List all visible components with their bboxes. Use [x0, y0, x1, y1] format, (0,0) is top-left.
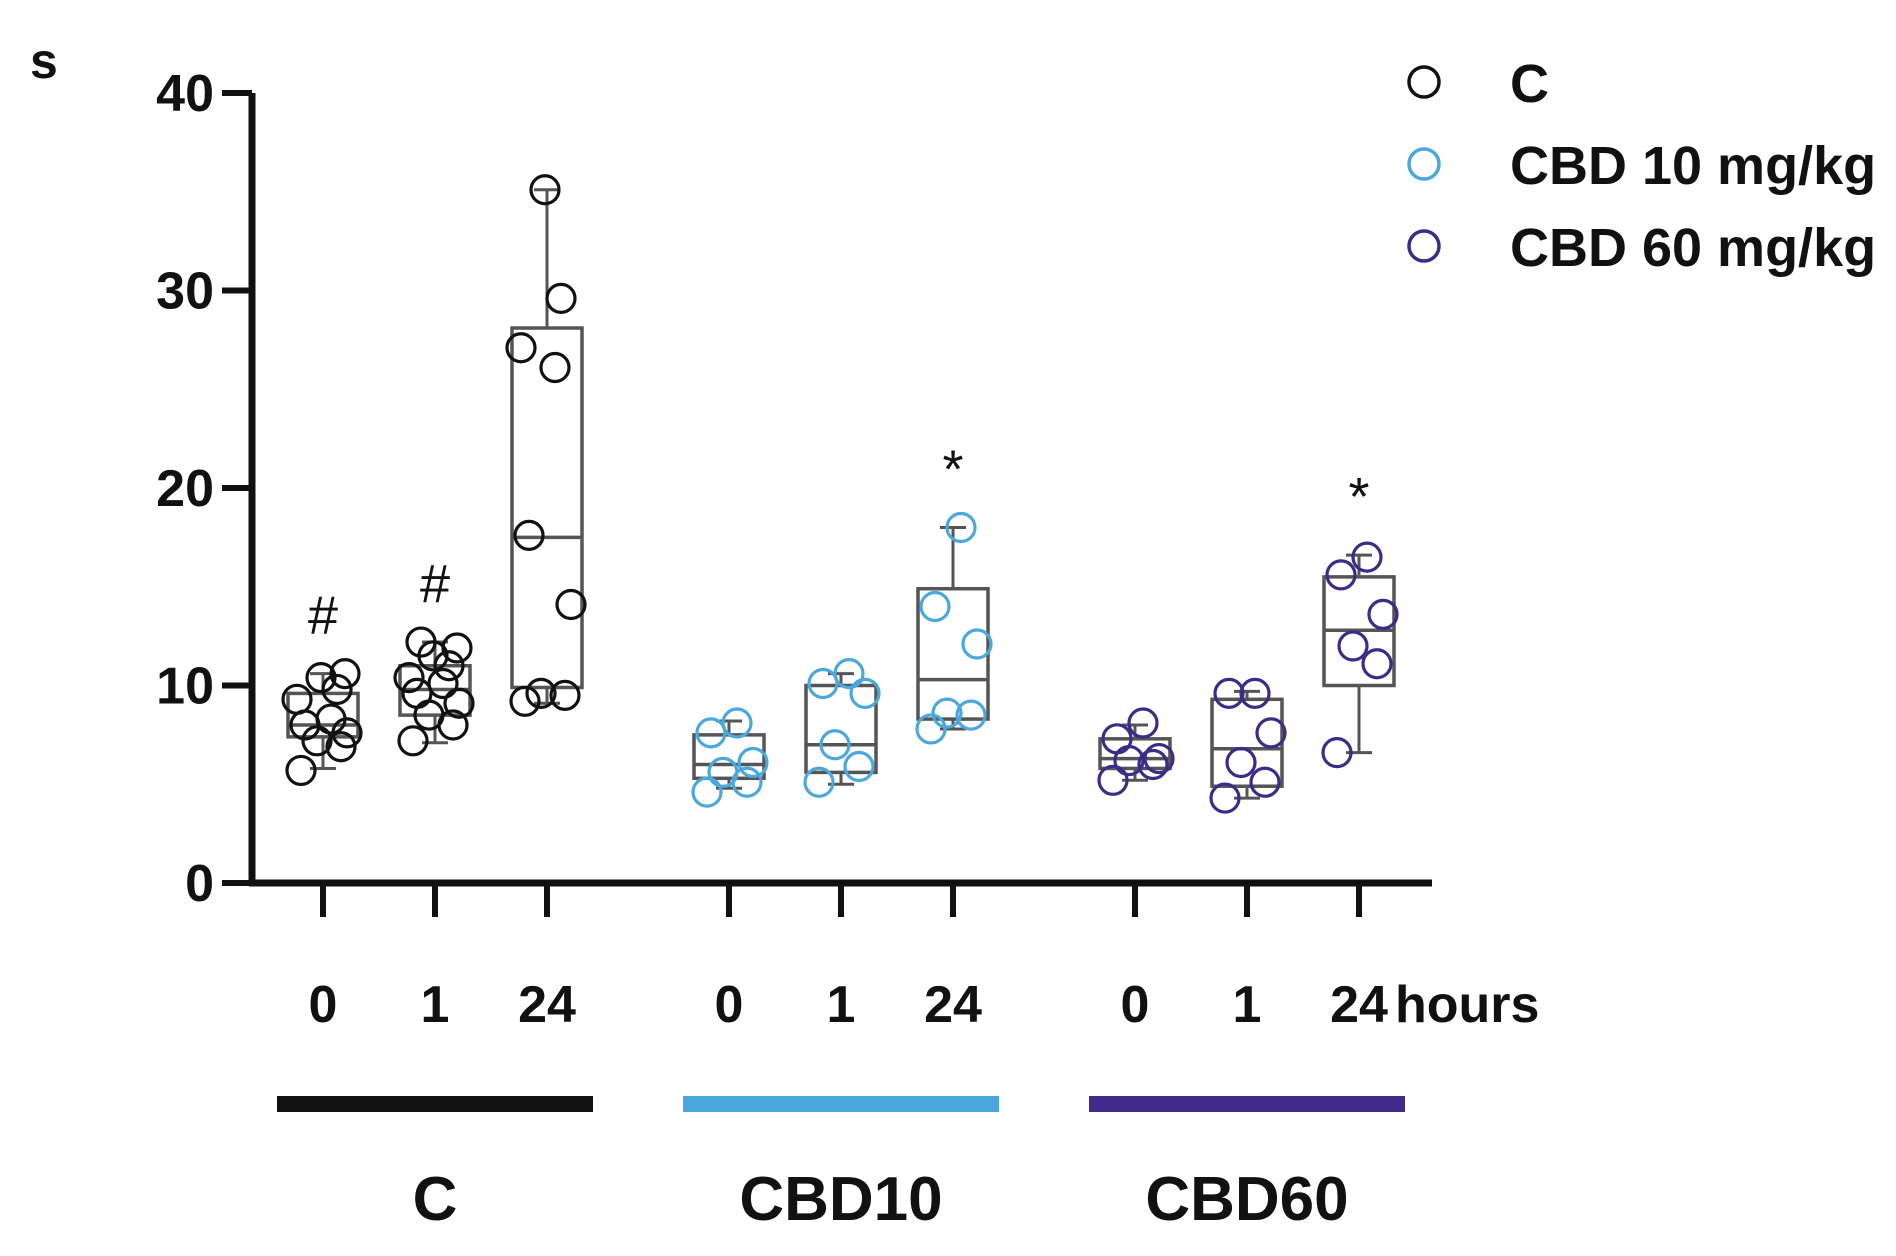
data-point — [509, 685, 541, 717]
x-tick-label: 1 — [421, 976, 450, 1034]
x-unit-label: hours — [1395, 976, 1539, 1034]
data-point — [525, 677, 557, 710]
data-point — [427, 667, 459, 700]
data-point — [315, 703, 347, 735]
data-point — [1325, 559, 1357, 591]
data-point — [513, 519, 545, 552]
plot-area: 0 10 20 30 40 #0 #1 24 C 0 1 * 24 CBD10 0 1 * 24 CBD60 hour… — [156, 65, 1539, 1234]
data-point — [285, 754, 317, 787]
x-tick-label: 1 — [1233, 976, 1262, 1034]
data-point — [1337, 630, 1369, 662]
data-point — [555, 588, 587, 621]
legend-label: CBD 10 mg/kg — [1510, 136, 1876, 196]
box-iqr — [1210, 697, 1284, 788]
data-point — [955, 699, 987, 731]
significance-marker: * — [1348, 467, 1369, 527]
data-point — [915, 713, 947, 745]
group-label: CBD10 — [739, 1165, 942, 1234]
data-point — [393, 661, 425, 694]
x-tick-label: 24 — [924, 976, 982, 1034]
y-tick-label: 10 — [156, 658, 214, 716]
legend-marker — [1407, 147, 1441, 181]
x-tick-label: 0 — [309, 976, 338, 1034]
legend-label: C — [1510, 54, 1549, 114]
group-label: CBD60 — [1145, 1165, 1348, 1234]
data-point — [329, 658, 361, 690]
y-tick-label: 0 — [185, 855, 214, 913]
data-point — [843, 750, 875, 783]
data-point — [1255, 717, 1287, 749]
x-tick-label: 0 — [715, 976, 744, 1034]
data-point — [1361, 648, 1393, 680]
data-point — [695, 717, 727, 749]
data-point — [1097, 764, 1129, 796]
y-tick-label: 20 — [156, 460, 214, 518]
data-point — [305, 661, 337, 694]
data-point — [301, 725, 333, 757]
data-point — [833, 658, 865, 690]
legend: C CBD 10 mg/kg CBD 60 mg/kg — [1407, 54, 1876, 278]
data-point — [1213, 677, 1245, 710]
box-iqr — [804, 683, 878, 775]
significance-marker: * — [942, 440, 963, 500]
data-point — [707, 756, 739, 789]
data-point — [281, 683, 313, 715]
legend-marker — [1407, 229, 1441, 263]
data-point — [443, 687, 475, 719]
data-point — [405, 626, 437, 658]
legend-marker — [1407, 65, 1441, 99]
x-tick-label: 24 — [1330, 976, 1388, 1034]
legend-label: CBD 60 mg/kg — [1510, 218, 1876, 278]
data-point — [529, 174, 561, 206]
data-point — [691, 776, 723, 808]
box-iqr — [692, 733, 766, 781]
data-point — [819, 729, 851, 761]
data-point — [321, 673, 353, 706]
data-point — [505, 332, 537, 364]
x-tick-label: 24 — [518, 976, 576, 1034]
data-point — [545, 282, 577, 314]
data-point — [803, 766, 835, 798]
data-point — [1321, 737, 1353, 769]
data-point — [1209, 782, 1241, 814]
y-tick-label: 40 — [156, 65, 214, 123]
data-point — [807, 667, 839, 700]
y-axis-label: s — [30, 33, 58, 89]
data-point — [433, 650, 465, 682]
group-label: C — [413, 1165, 458, 1234]
data-point — [931, 697, 963, 729]
data-point — [539, 351, 571, 384]
data-point — [945, 511, 977, 544]
y-tick-label: 30 — [156, 263, 214, 321]
x-tick-label: 1 — [827, 976, 856, 1034]
data-point — [549, 679, 581, 711]
data-point — [1137, 748, 1169, 781]
data-point — [401, 677, 433, 710]
data-point — [1239, 677, 1271, 710]
data-point — [1367, 598, 1399, 631]
data-point — [721, 707, 753, 739]
data-point — [1225, 746, 1257, 779]
x-tick-label: 0 — [1121, 976, 1150, 1034]
data-point — [1101, 723, 1133, 755]
data-point — [397, 725, 429, 757]
box-iqr — [1098, 737, 1172, 771]
significance-marker: # — [308, 586, 338, 646]
data-point — [1351, 541, 1383, 573]
data-point — [737, 746, 769, 779]
data-point — [325, 731, 357, 763]
data-point — [441, 632, 473, 664]
significance-marker: # — [420, 554, 450, 614]
box-iqr — [510, 326, 584, 690]
data-point — [961, 628, 993, 660]
data-point — [849, 677, 881, 710]
data-point — [919, 590, 951, 623]
data-point — [1127, 707, 1159, 739]
data-point — [1249, 766, 1281, 798]
data-point — [1143, 742, 1175, 775]
